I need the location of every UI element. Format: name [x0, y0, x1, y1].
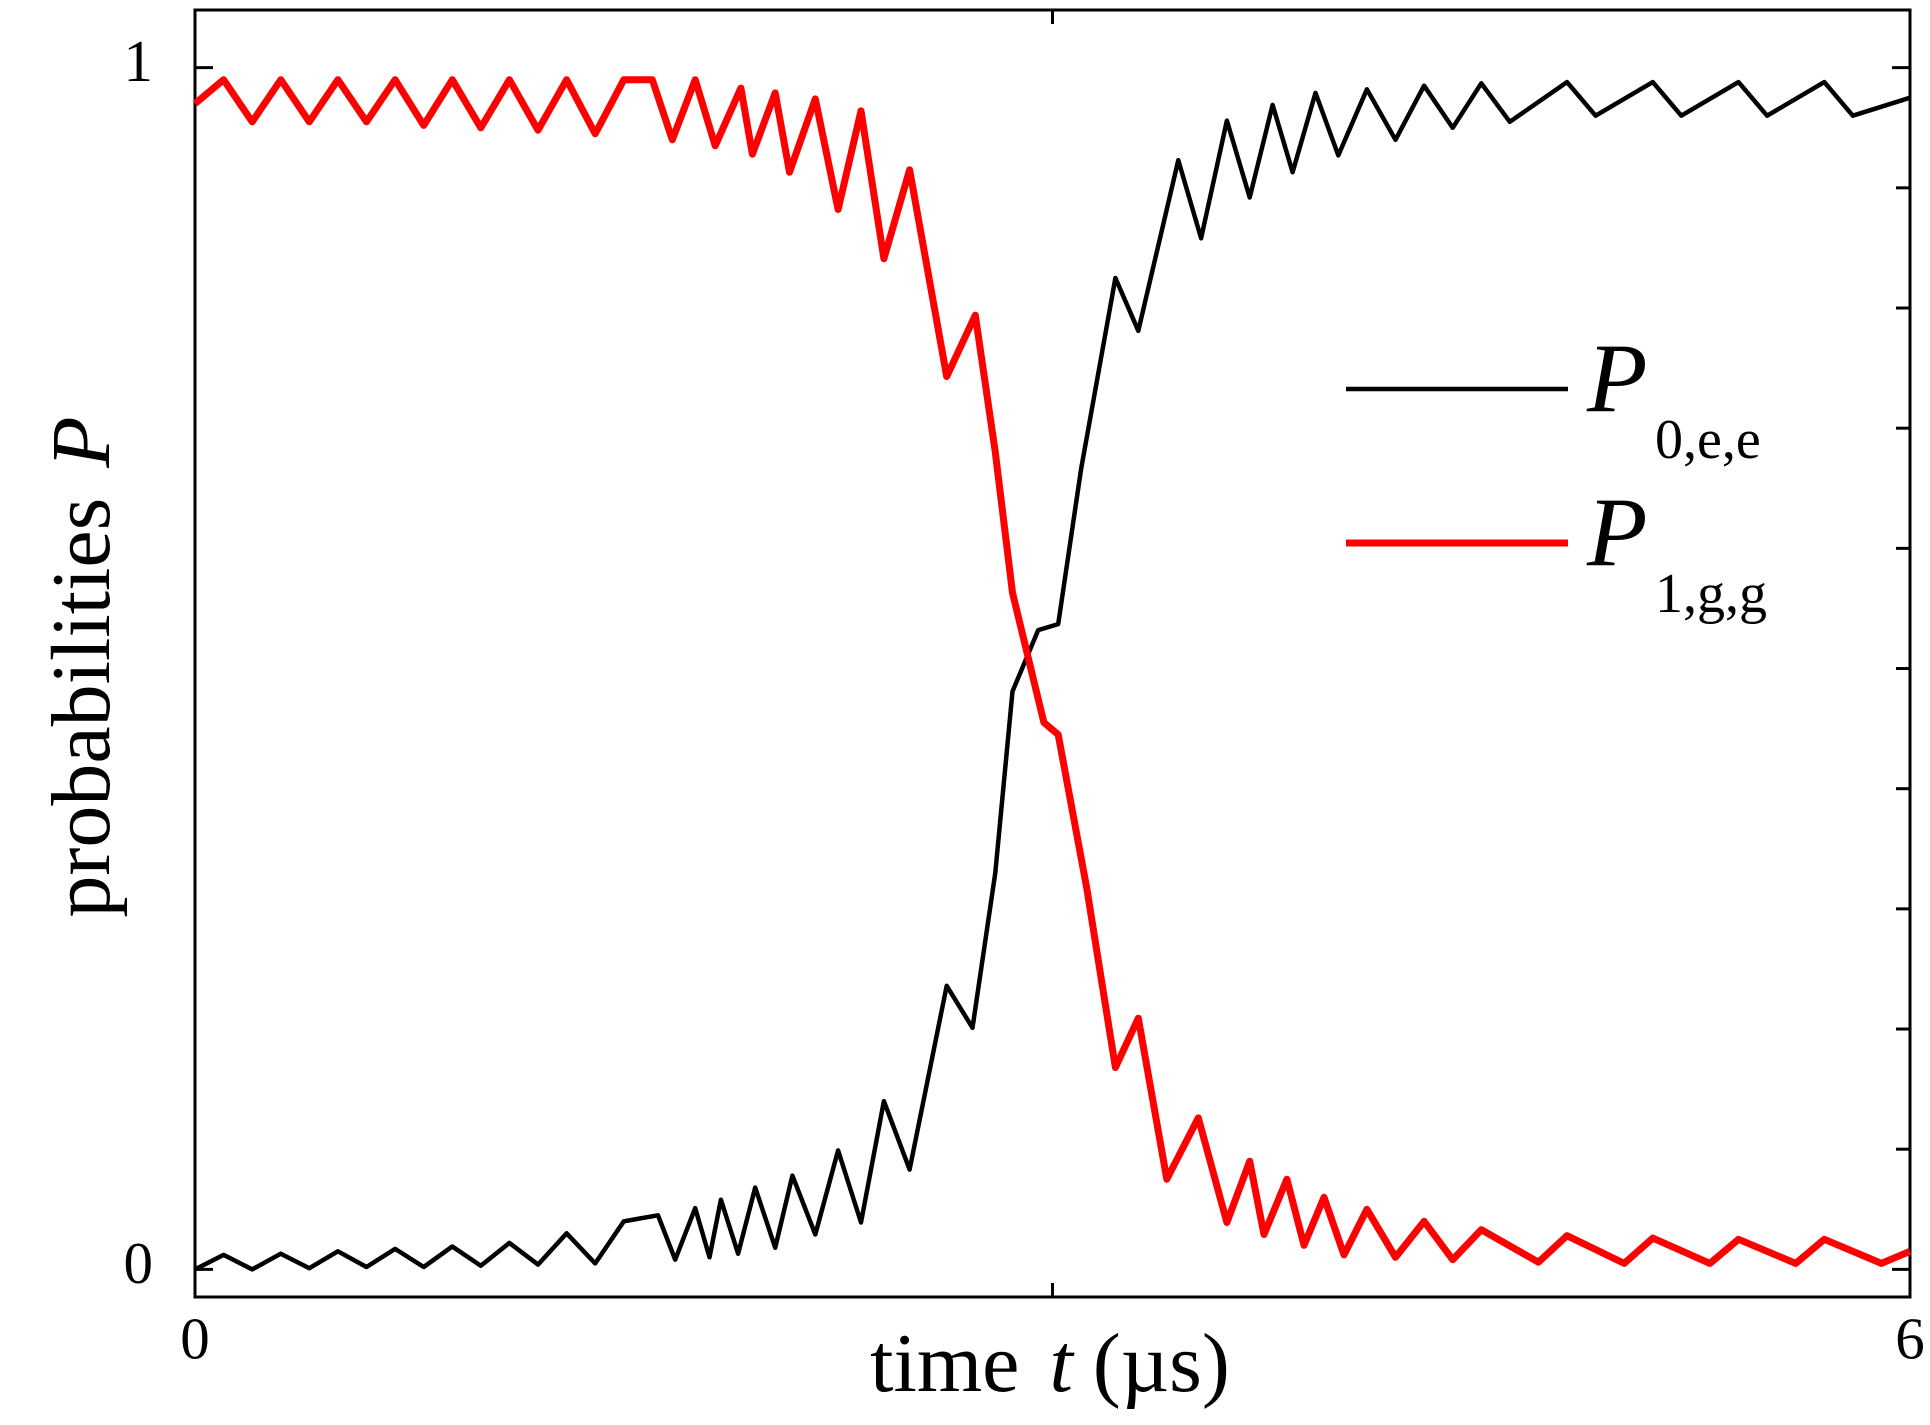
x-tick-label: 6 [1895, 1306, 1925, 1372]
x-axis-label: time t (µs) [870, 1317, 1230, 1410]
x-tick-label: 0 [180, 1306, 210, 1372]
x-label-unit: (µs) [1093, 1317, 1230, 1410]
y-label-word: probabilities [35, 498, 128, 918]
plot-frame [193, 8, 1912, 1299]
x-label-word: time [870, 1317, 1019, 1410]
legend-subscript-text: 1,g,g [1655, 563, 1767, 625]
legend-subscript-text: 0,e,e [1655, 409, 1761, 471]
legend-label: P [1586, 479, 1647, 588]
data-line [192, 76, 1912, 1267]
y-tick-label: 0 [124, 1230, 154, 1296]
legend-subscript: 0,e,e [1655, 409, 1761, 471]
y-axis-label: probabilities P [35, 416, 128, 917]
y-label-symbol: P [35, 416, 128, 468]
y-tick-label: 1 [124, 28, 154, 94]
legend-subscript: 1,g,g [1655, 563, 1767, 625]
x-label-symbol: t [1049, 1317, 1075, 1410]
data-line [193, 79, 1911, 1272]
legend-label: P [1586, 325, 1647, 434]
